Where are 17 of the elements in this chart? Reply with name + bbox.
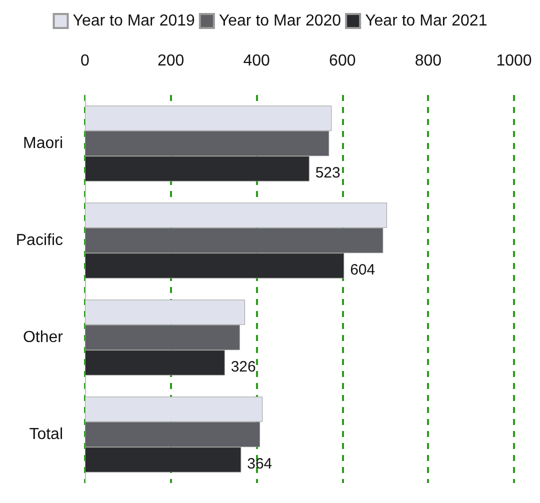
y-tick-label: Total bbox=[29, 426, 63, 443]
y-tick-label: Pacific bbox=[16, 232, 63, 249]
x-tick-label: 600 bbox=[329, 52, 356, 70]
x-tick-label: 1000 bbox=[496, 52, 532, 70]
data-label: 326 bbox=[230, 358, 256, 376]
y-tick-label: Other bbox=[22, 329, 64, 346]
y-tick-label: Maori bbox=[22, 135, 63, 152]
legend-label: Year to Mar 2020 bbox=[218, 12, 342, 30]
x-tick-label: 800 bbox=[414, 52, 442, 70]
legend-label: Year to Mar 2019 bbox=[72, 12, 196, 30]
data-label: 604 bbox=[350, 261, 376, 278]
data-label: 523 bbox=[315, 164, 340, 182]
x-tick-label: 200 bbox=[157, 52, 184, 70]
legend-label: Year to Mar 2021 bbox=[365, 12, 488, 30]
data-label: 364 bbox=[247, 455, 272, 472]
x-tick-label: 400 bbox=[243, 52, 270, 70]
x-tick-label: 0 bbox=[80, 52, 90, 70]
